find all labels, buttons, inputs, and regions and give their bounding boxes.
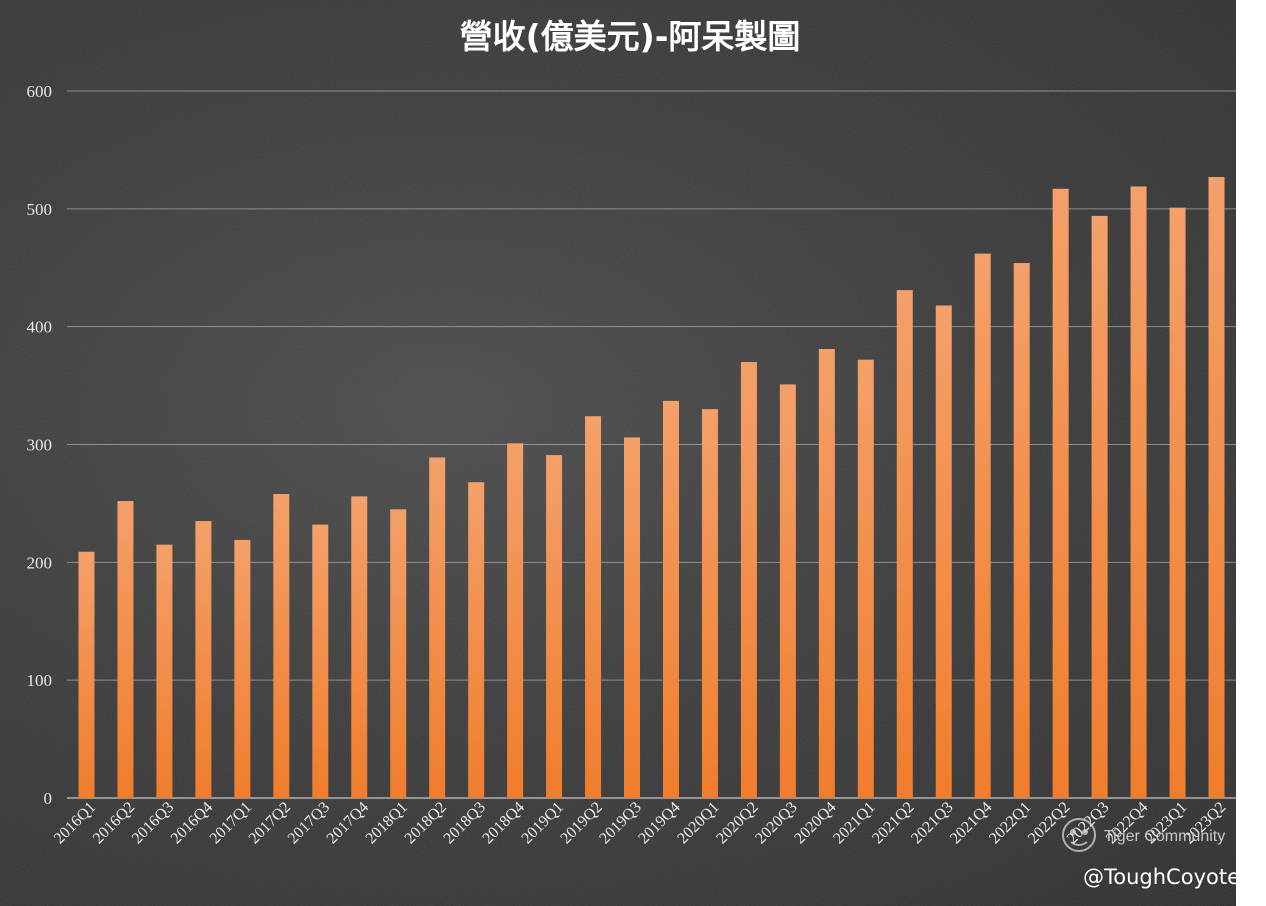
x-tick-label: 2016Q4 <box>168 799 216 847</box>
x-tick-label: 2018Q4 <box>479 799 527 847</box>
tiger-community-watermark: Tiger Community <box>1062 818 1225 852</box>
bar-2017Q4 <box>351 496 368 798</box>
bar-2020Q2 <box>740 362 757 798</box>
x-tick-label: 2020Q4 <box>791 799 839 847</box>
bar-2020Q4 <box>818 349 835 798</box>
bar-2019Q3 <box>624 437 641 798</box>
x-tick-label: 2021Q3 <box>908 799 956 847</box>
bar-2018Q4 <box>507 443 524 798</box>
bar-2018Q1 <box>390 509 407 798</box>
x-tick-label: 2017Q3 <box>285 799 333 847</box>
bar-2022Q3 <box>1091 215 1108 799</box>
watermark-handle: @ToughCoyote <box>1083 865 1240 889</box>
y-tick-label: 600 <box>27 82 53 101</box>
bar-2021Q4 <box>974 253 991 799</box>
x-tick-label: 2019Q2 <box>557 799 605 847</box>
bar-2016Q2 <box>117 501 134 798</box>
bar-2018Q2 <box>429 457 446 798</box>
bar-2022Q4 <box>1130 186 1147 798</box>
x-tick-label: 2016Q2 <box>90 799 138 847</box>
bar-2021Q3 <box>935 305 952 798</box>
x-tick-label: 2018Q2 <box>402 799 450 847</box>
y-tick-label: 0 <box>44 789 53 808</box>
x-tick-label: 2017Q2 <box>246 799 294 847</box>
bar-2023Q1 <box>1169 207 1186 798</box>
x-tick-label: 2018Q3 <box>440 799 488 847</box>
watermark-community-text: Tiger Community <box>1104 828 1225 845</box>
bar-2016Q3 <box>156 544 173 798</box>
x-tick-label: 2019Q3 <box>596 799 644 847</box>
x-tick-label: 2017Q4 <box>324 799 372 847</box>
x-axis: 2016Q12016Q22016Q32016Q42017Q12017Q22017… <box>51 799 1230 847</box>
bar-2021Q1 <box>857 359 874 798</box>
bar-2022Q1 <box>1013 263 1030 799</box>
y-axis: 0 100 200 300 400 500 600 <box>27 82 53 808</box>
bars <box>78 177 1225 799</box>
bar-2016Q4 <box>195 521 212 798</box>
x-tick-label: 2020Q1 <box>674 799 722 847</box>
x-tick-label: 2017Q1 <box>207 799 255 847</box>
x-tick-label: 2020Q3 <box>752 799 800 847</box>
bar-2019Q2 <box>585 416 602 798</box>
y-tick-label: 300 <box>27 436 53 455</box>
x-tick-label: 2018Q1 <box>363 799 411 847</box>
bar-2020Q1 <box>701 409 718 798</box>
x-tick-label: 2021Q4 <box>947 799 995 847</box>
x-tick-label: 2016Q1 <box>51 799 99 847</box>
x-tick-label: 2019Q1 <box>518 799 566 847</box>
y-tick-label: 200 <box>27 553 53 572</box>
bar-2021Q2 <box>896 290 913 798</box>
x-tick-label: 2020Q2 <box>713 799 761 847</box>
bar-2018Q3 <box>468 482 485 798</box>
x-tick-label: 2019Q4 <box>635 799 683 847</box>
tiger-logo-icon <box>1062 818 1096 852</box>
bar-2022Q2 <box>1052 188 1069 799</box>
y-tick-label: 400 <box>27 318 53 337</box>
bar-2017Q1 <box>234 539 251 798</box>
bar-2023Q2 <box>1208 177 1225 799</box>
x-tick-label: 2022Q2 <box>1025 799 1073 847</box>
y-tick-label: 100 <box>27 671 53 690</box>
chart-title: 營收(億美元)-阿呆製圖 <box>460 17 801 56</box>
bar-2016Q1 <box>78 551 95 798</box>
x-tick-label: 2021Q1 <box>830 799 878 847</box>
bar-2019Q4 <box>662 400 679 798</box>
x-tick-label: 2022Q1 <box>986 799 1034 847</box>
gridlines <box>67 90 1236 799</box>
bar-2017Q2 <box>273 493 290 798</box>
bar-2019Q1 <box>546 455 563 798</box>
x-tick-label: 2021Q2 <box>869 799 917 847</box>
y-tick-label: 500 <box>27 200 53 219</box>
bar-2017Q3 <box>312 524 329 798</box>
x-tick-label: 2016Q3 <box>129 799 177 847</box>
bar-2020Q3 <box>779 384 796 798</box>
